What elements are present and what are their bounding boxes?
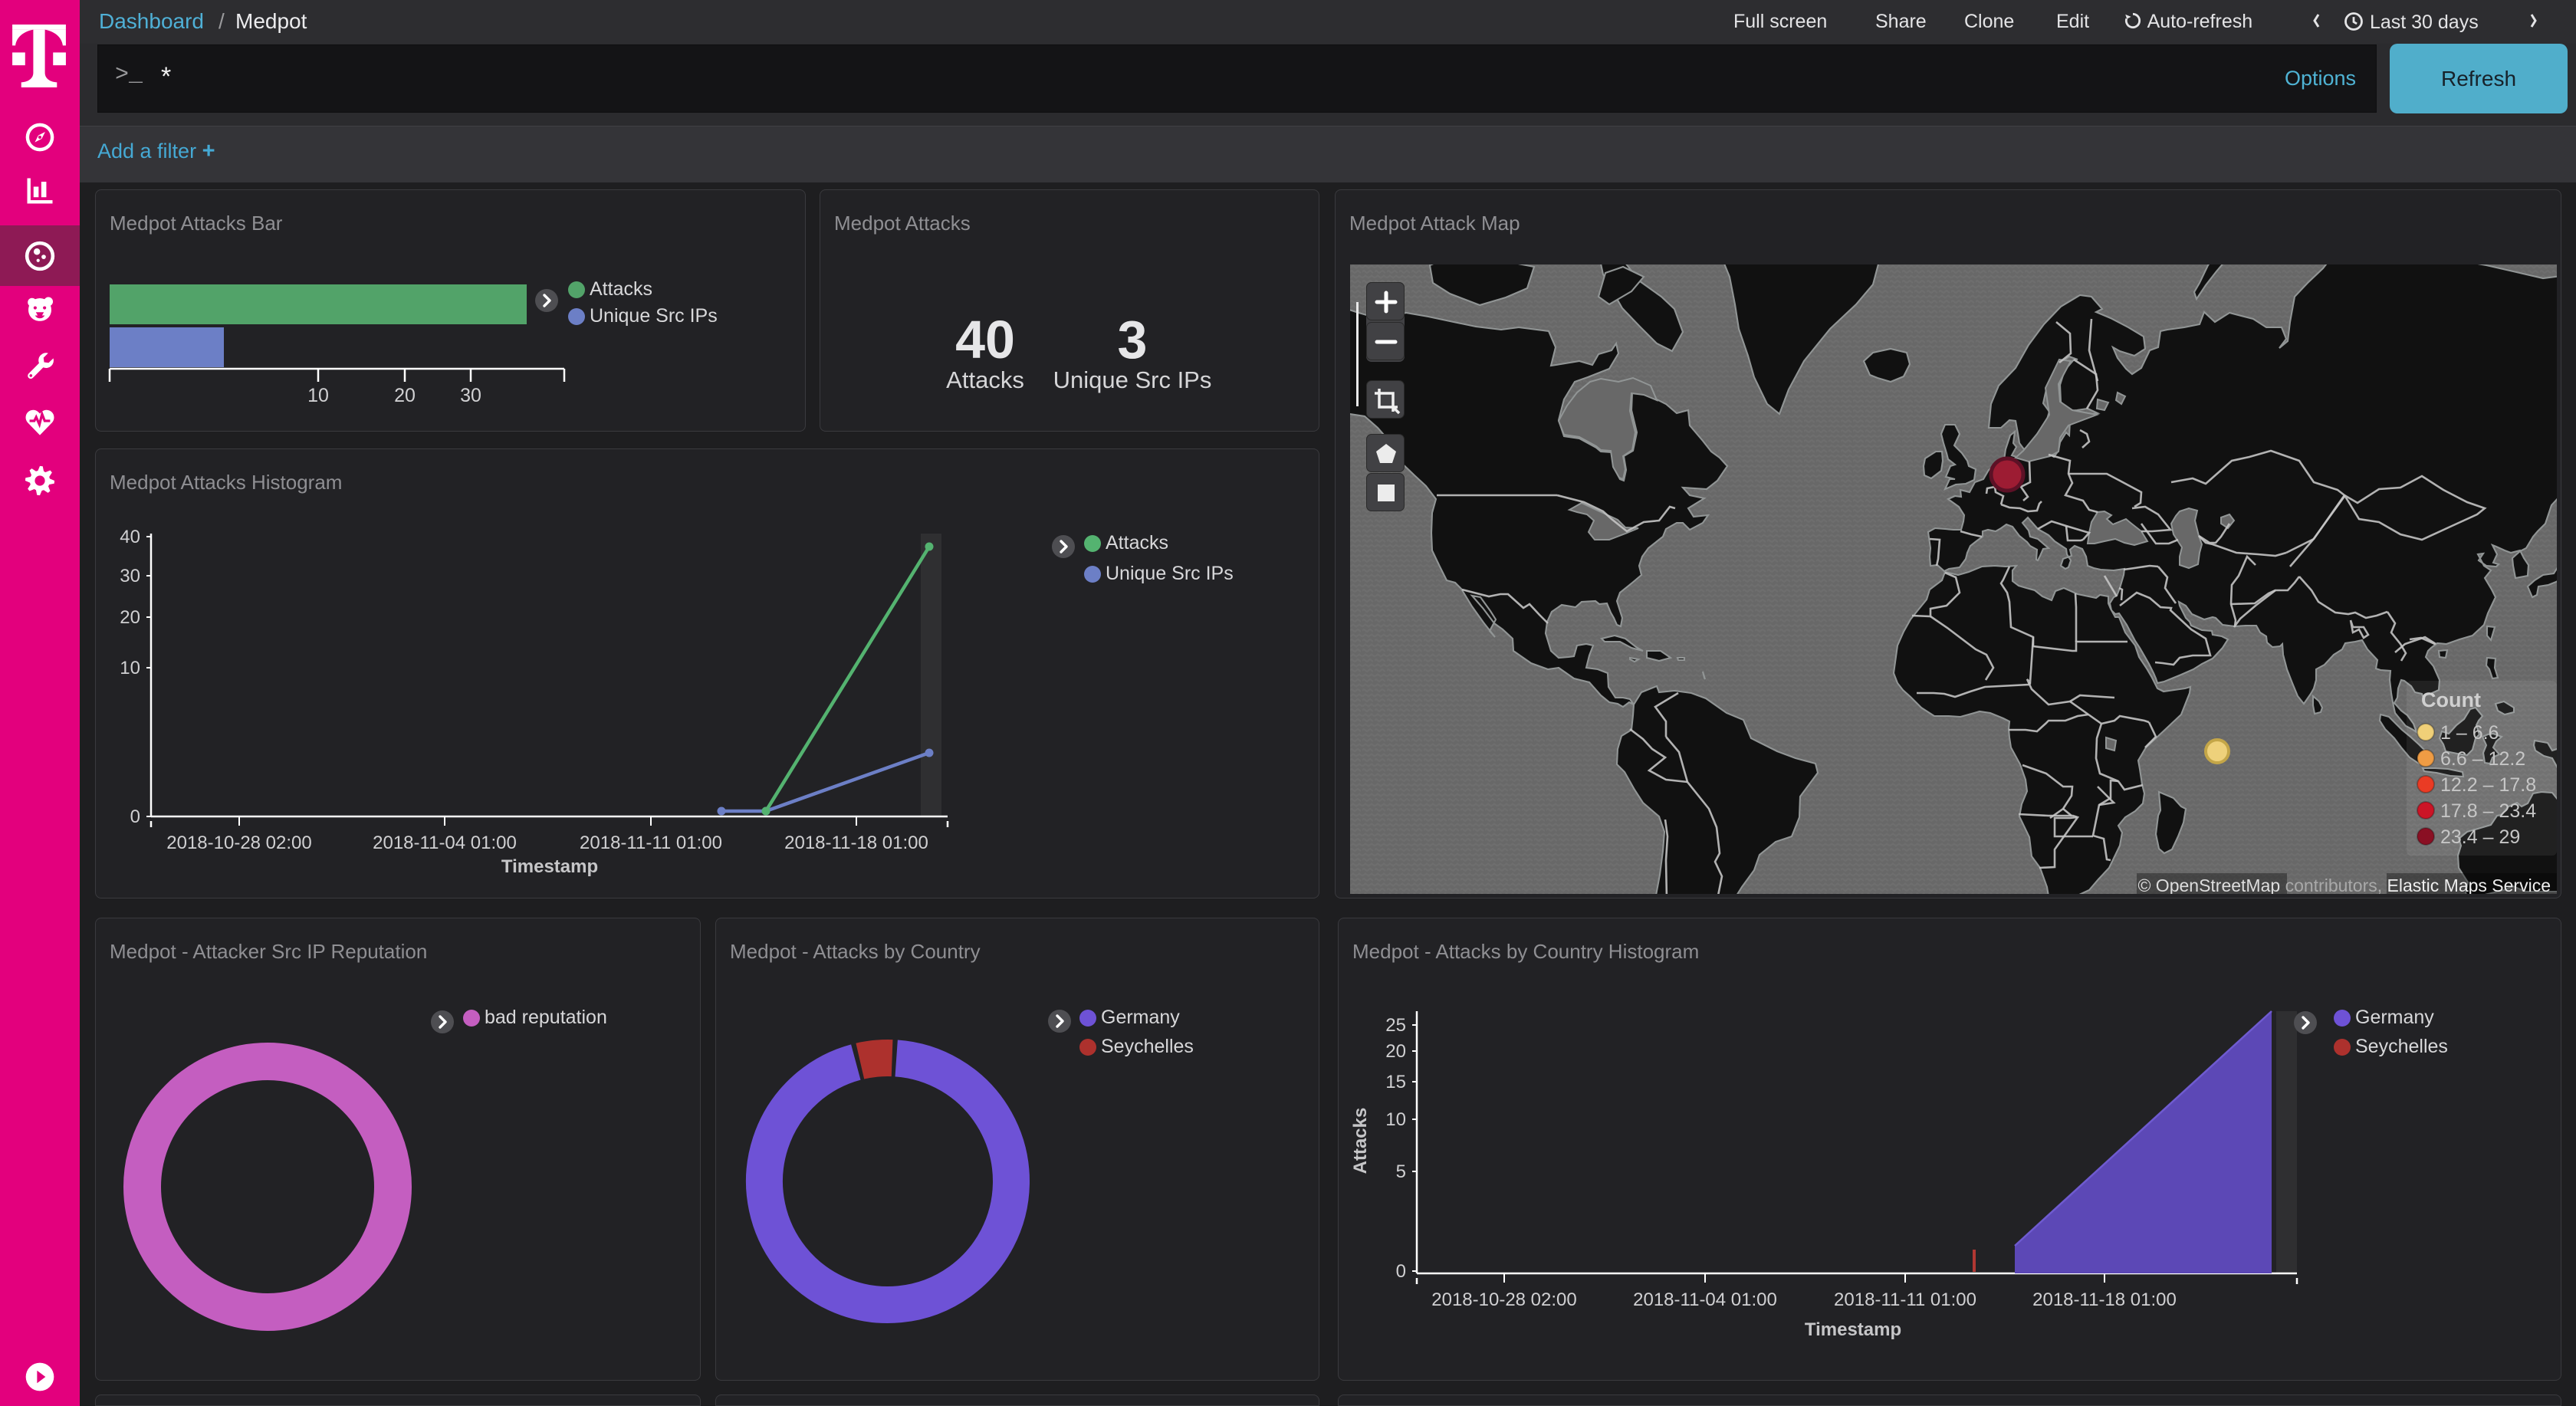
svg-text:25: 25 xyxy=(1385,1015,1406,1036)
svg-text:17.8 – 23.4: 17.8 – 23.4 xyxy=(2440,800,2536,822)
svg-text:Timestamp: Timestamp xyxy=(501,856,598,877)
svg-text:30: 30 xyxy=(460,385,481,406)
svg-text:2018-11-11 01:00: 2018-11-11 01:00 xyxy=(580,833,722,853)
svg-text:2018-11-04 01:00: 2018-11-04 01:00 xyxy=(1633,1289,1777,1310)
svg-text:0: 0 xyxy=(130,806,140,827)
svg-text:15: 15 xyxy=(1385,1072,1406,1092)
svg-text:2018-10-28 02:00: 2018-10-28 02:00 xyxy=(1431,1289,1577,1310)
svg-text:10: 10 xyxy=(307,385,329,406)
svg-text:© OpenStreetMap contributors,: © OpenStreetMap contributors, Elastic Ma… xyxy=(2137,875,2551,894)
svg-text:20: 20 xyxy=(394,385,416,406)
svg-text:10: 10 xyxy=(120,658,140,678)
svg-text:40: 40 xyxy=(120,527,140,547)
svg-text:1 – 6.6: 1 – 6.6 xyxy=(2440,722,2499,744)
svg-text:30: 30 xyxy=(120,566,140,586)
svg-text:20: 20 xyxy=(1385,1041,1406,1062)
svg-text:Count: Count xyxy=(2421,688,2481,711)
svg-text:2018-10-28 02:00: 2018-10-28 02:00 xyxy=(166,833,312,853)
svg-text:2018-11-11 01:00: 2018-11-11 01:00 xyxy=(1834,1289,1976,1310)
svg-text:5: 5 xyxy=(1396,1161,1406,1182)
svg-text:2018-11-04 01:00: 2018-11-04 01:00 xyxy=(373,833,517,853)
svg-text:2018-11-18 01:00: 2018-11-18 01:00 xyxy=(2032,1289,2177,1310)
svg-text:Timestamp: Timestamp xyxy=(1805,1319,1901,1340)
svg-text:12.2 – 17.8: 12.2 – 17.8 xyxy=(2440,774,2536,796)
svg-text:20: 20 xyxy=(120,607,140,628)
svg-text:Attacks: Attacks xyxy=(1350,1108,1371,1174)
svg-text:23.4 – 29: 23.4 – 29 xyxy=(2440,826,2520,848)
svg-text:6.6 – 12.2: 6.6 – 12.2 xyxy=(2440,748,2525,770)
svg-text:0: 0 xyxy=(1396,1261,1406,1282)
svg-text:2018-11-18 01:00: 2018-11-18 01:00 xyxy=(784,833,928,853)
svg-text:10: 10 xyxy=(1385,1109,1406,1130)
